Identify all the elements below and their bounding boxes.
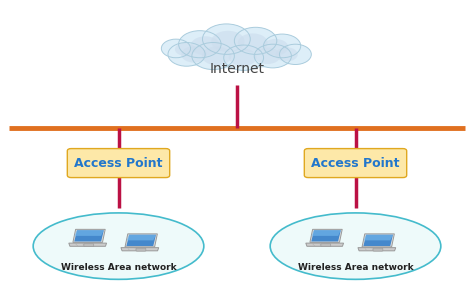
Circle shape: [224, 45, 264, 70]
Circle shape: [254, 44, 292, 68]
Text: Wireless Area network: Wireless Area network: [298, 263, 413, 272]
Circle shape: [255, 47, 281, 64]
Circle shape: [191, 36, 220, 55]
FancyBboxPatch shape: [136, 248, 146, 251]
Polygon shape: [364, 235, 393, 240]
FancyBboxPatch shape: [321, 244, 331, 247]
Polygon shape: [74, 230, 104, 242]
Polygon shape: [311, 230, 341, 236]
Circle shape: [161, 39, 191, 58]
FancyBboxPatch shape: [304, 149, 407, 178]
Circle shape: [280, 44, 311, 65]
FancyBboxPatch shape: [84, 244, 94, 247]
Polygon shape: [125, 234, 157, 247]
Circle shape: [202, 46, 232, 65]
Circle shape: [264, 34, 301, 58]
Polygon shape: [358, 248, 396, 251]
Polygon shape: [127, 235, 156, 240]
FancyBboxPatch shape: [67, 149, 170, 178]
Polygon shape: [310, 229, 342, 243]
Circle shape: [275, 47, 298, 62]
Circle shape: [202, 24, 250, 54]
Circle shape: [234, 27, 277, 54]
Polygon shape: [362, 234, 394, 247]
Circle shape: [228, 48, 256, 66]
Circle shape: [211, 31, 245, 52]
Text: Access Point: Access Point: [74, 156, 163, 170]
Circle shape: [179, 31, 221, 58]
Circle shape: [168, 43, 205, 66]
Polygon shape: [311, 230, 341, 242]
Polygon shape: [306, 243, 344, 246]
Ellipse shape: [33, 213, 204, 279]
Text: Wireless Area network: Wireless Area network: [61, 263, 176, 272]
Circle shape: [238, 34, 268, 52]
Ellipse shape: [171, 44, 303, 68]
Text: Access Point: Access Point: [311, 156, 400, 170]
Polygon shape: [73, 229, 105, 243]
Circle shape: [192, 43, 234, 69]
Ellipse shape: [270, 213, 441, 279]
FancyBboxPatch shape: [373, 248, 383, 251]
Polygon shape: [364, 235, 393, 246]
Polygon shape: [121, 248, 159, 251]
Circle shape: [262, 39, 288, 56]
Circle shape: [175, 43, 195, 56]
Text: Internet: Internet: [210, 63, 264, 76]
Polygon shape: [127, 235, 156, 246]
Circle shape: [181, 46, 207, 63]
Polygon shape: [74, 230, 104, 236]
Polygon shape: [69, 243, 107, 246]
